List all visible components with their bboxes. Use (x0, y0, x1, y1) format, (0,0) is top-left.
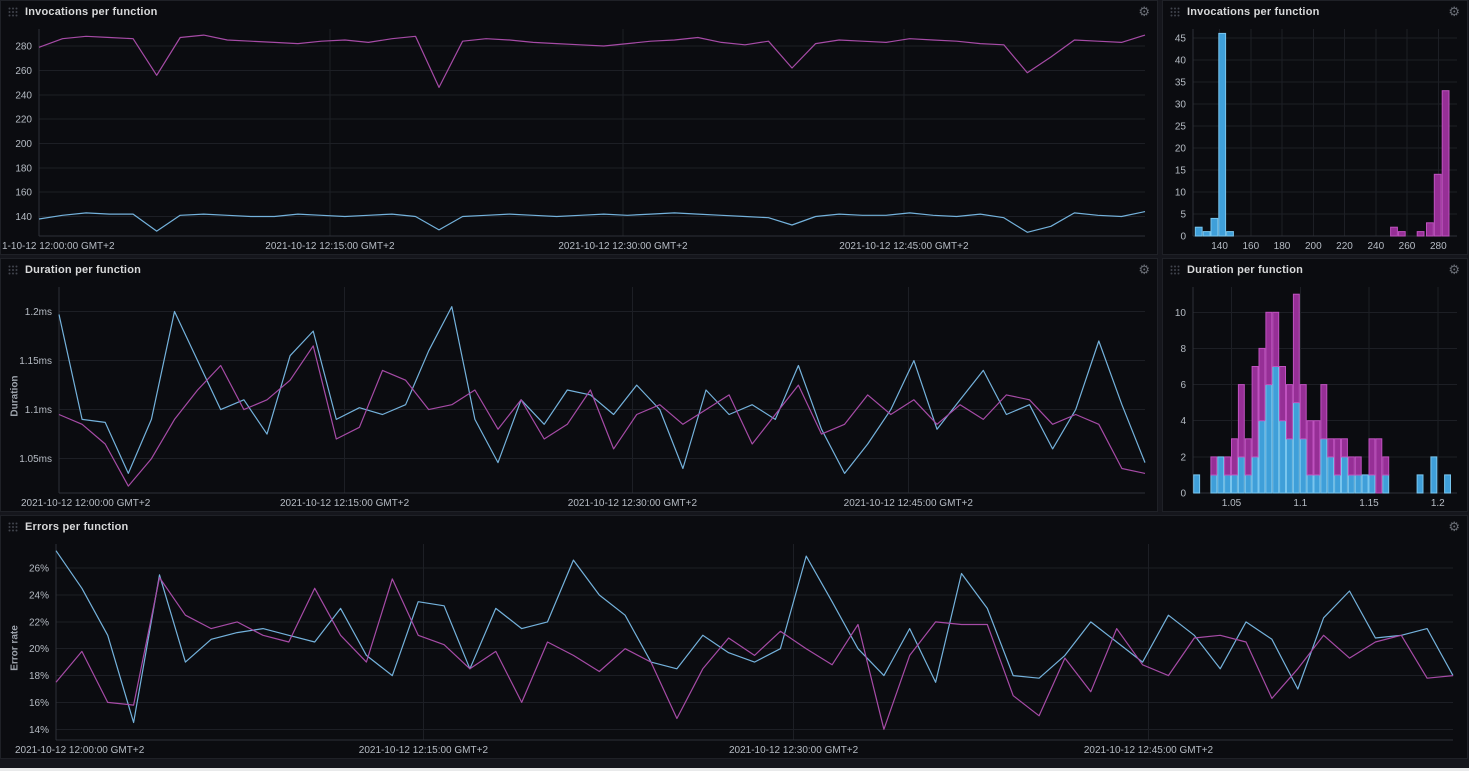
svg-text:200: 200 (1305, 241, 1322, 252)
svg-text:2021-10-12 12:45:00 GMT+2: 2021-10-12 12:45:00 GMT+2 (839, 241, 969, 252)
panel-duration-line: Duration per function ⚙ Duration 1.05ms 1… (0, 258, 1158, 512)
svg-text:8: 8 (1180, 344, 1186, 355)
svg-text:20: 20 (1175, 143, 1187, 154)
svg-text:140: 140 (1211, 241, 1228, 252)
gear-icon[interactable]: ⚙ (1138, 262, 1150, 278)
panel-title: Invocations per function (25, 6, 158, 18)
duration-line-svg: 1.05ms 1.1ms 1.15ms 1.2ms 2021-10-12 12:00:0… (19, 287, 1146, 509)
svg-text:2021-10-12 12:00:00 GMT+2: 2021-10-12 12:00:00 GMT+2 (15, 745, 145, 756)
svg-text:5: 5 (1180, 210, 1186, 221)
svg-text:2: 2 (1180, 452, 1186, 463)
panel-duration-histogram: Duration per function ⚙ 0 2 4 6 8 10 1.05 1.1 1.… (1162, 258, 1468, 512)
panel-header: Duration per function ⚙ (1, 259, 1157, 281)
gear-icon[interactable]: ⚙ (1448, 519, 1460, 535)
panel-title: Errors per function (25, 521, 129, 533)
svg-text:220: 220 (1336, 241, 1353, 252)
drag-handle-icon[interactable] (8, 7, 18, 17)
panel-title: Invocations per function (1187, 6, 1320, 18)
svg-text:22%: 22% (29, 617, 49, 628)
duration-line-chart[interactable]: Duration 1.05ms 1.1ms 1.15ms 1.2ms 2021-10-1… (1, 281, 1157, 511)
panel-header: Errors per function ⚙ (1, 516, 1467, 538)
svg-text:24%: 24% (29, 591, 49, 602)
svg-text:45: 45 (1175, 33, 1187, 44)
svg-text:1.2: 1.2 (1431, 498, 1445, 509)
svg-text:4: 4 (1180, 416, 1186, 427)
page-bottom-edge (0, 768, 1469, 771)
svg-text:14%: 14% (29, 725, 49, 736)
svg-text:0: 0 (1180, 232, 1186, 243)
svg-text:240: 240 (1367, 241, 1384, 252)
panel-header: Duration per function ⚙ (1163, 259, 1467, 281)
invocations-line-chart[interactable]: 140 160 180 200 220 240 260 280 1-10-12 12:00:00… (1, 23, 1157, 254)
svg-text:260: 260 (1399, 241, 1416, 252)
gear-icon[interactable]: ⚙ (1448, 262, 1460, 278)
gear-icon[interactable]: ⚙ (1448, 4, 1460, 20)
svg-text:2021-10-12 12:45:00 GMT+2: 2021-10-12 12:45:00 GMT+2 (1084, 745, 1214, 756)
drag-handle-icon[interactable] (8, 265, 18, 275)
svg-text:10: 10 (1175, 308, 1187, 319)
duration-histogram-svg: 0 2 4 6 8 10 1.05 1.1 1.15 1.2 (1175, 287, 1457, 509)
panel-title: Duration per function (25, 264, 142, 276)
svg-text:1.2ms: 1.2ms (25, 307, 52, 318)
svg-text:1.15: 1.15 (1359, 498, 1379, 509)
errors-line-chart[interactable]: Error rate 14% 16% 18% 20% 22% 24% 26% 2021-10-… (1, 538, 1467, 758)
svg-text:200: 200 (15, 139, 32, 150)
svg-text:2021-10-12 12:30:00 GMT+2: 2021-10-12 12:30:00 GMT+2 (729, 745, 859, 756)
panel-invocations-histogram: Invocations per function ⚙ 0 5 10 15 20 25 30 3… (1162, 0, 1468, 255)
svg-text:2021-10-12 12:15:00 GMT+2: 2021-10-12 12:15:00 GMT+2 (265, 241, 395, 252)
panel-header: Invocations per function ⚙ (1, 1, 1157, 23)
svg-text:1.1: 1.1 (1293, 498, 1307, 509)
svg-text:16%: 16% (29, 698, 49, 709)
svg-text:1.05ms: 1.05ms (19, 454, 52, 465)
svg-text:260: 260 (15, 66, 32, 77)
panel-title: Duration per function (1187, 264, 1304, 276)
svg-text:0: 0 (1180, 489, 1186, 500)
invocations-line-svg: 140 160 180 200 220 240 260 280 1-10-12 12:00:00… (2, 29, 1146, 252)
svg-text:140: 140 (15, 212, 32, 223)
svg-text:160: 160 (1242, 241, 1259, 252)
svg-text:10: 10 (1175, 188, 1187, 199)
svg-text:2021-10-12 12:45:00 GMT+2: 2021-10-12 12:45:00 GMT+2 (844, 498, 974, 509)
panel-header: Invocations per function ⚙ (1163, 1, 1467, 23)
panel-errors-line: Errors per function ⚙ Error rate 14% 16% 1… (0, 515, 1468, 759)
svg-text:240: 240 (15, 90, 32, 101)
svg-text:15: 15 (1175, 165, 1187, 176)
svg-text:1.05: 1.05 (1222, 498, 1242, 509)
invocations-histogram-svg: 0 5 10 15 20 25 30 35 40 45 140 160 180 200 220 240 260 2… (1175, 29, 1457, 252)
svg-text:180: 180 (1274, 241, 1291, 252)
panel-invocations-line: Invocations per function ⚙ 140 160 180 200 2… (0, 0, 1158, 255)
svg-text:35: 35 (1175, 77, 1187, 88)
svg-text:1.1ms: 1.1ms (25, 405, 52, 416)
drag-handle-icon[interactable] (8, 522, 18, 532)
svg-text:180: 180 (15, 163, 32, 174)
svg-text:2021-10-12 12:00:00 GMT+2: 2021-10-12 12:00:00 GMT+2 (21, 498, 151, 509)
svg-text:280: 280 (15, 42, 32, 53)
svg-text:1.15ms: 1.15ms (19, 356, 52, 367)
svg-text:25: 25 (1175, 121, 1187, 132)
svg-text:18%: 18% (29, 671, 49, 682)
svg-text:2021-10-12 12:15:00 GMT+2: 2021-10-12 12:15:00 GMT+2 (280, 498, 410, 509)
drag-handle-icon[interactable] (1170, 7, 1180, 17)
duration-histogram-chart[interactable]: 0 2 4 6 8 10 1.05 1.1 1.15 1.2 (1163, 281, 1467, 511)
invocations-histogram-chart[interactable]: 0 5 10 15 20 25 30 35 40 45 140 160 180 200 220 240 260 2… (1163, 23, 1467, 254)
svg-text:2021-10-12 12:30:00 GMT+2: 2021-10-12 12:30:00 GMT+2 (568, 498, 698, 509)
drag-handle-icon[interactable] (1170, 265, 1180, 275)
svg-text:20%: 20% (29, 644, 49, 655)
svg-text:280: 280 (1430, 241, 1447, 252)
svg-text:2021-10-12 12:15:00 GMT+2: 2021-10-12 12:15:00 GMT+2 (359, 745, 489, 756)
svg-text:160: 160 (15, 188, 32, 199)
svg-text:1-10-12 12:00:00 GMT+2: 1-10-12 12:00:00 GMT+2 (2, 241, 115, 252)
svg-text:30: 30 (1175, 99, 1187, 110)
svg-text:26%: 26% (29, 564, 49, 575)
svg-text:40: 40 (1175, 55, 1187, 66)
gear-icon[interactable]: ⚙ (1138, 4, 1150, 20)
svg-text:220: 220 (15, 115, 32, 126)
errors-line-svg: 14% 16% 18% 20% 22% 24% 26% 2021-10-12 12:00:00… (15, 544, 1454, 756)
svg-text:2021-10-12 12:30:00 GMT+2: 2021-10-12 12:30:00 GMT+2 (558, 241, 688, 252)
svg-text:6: 6 (1180, 380, 1186, 391)
